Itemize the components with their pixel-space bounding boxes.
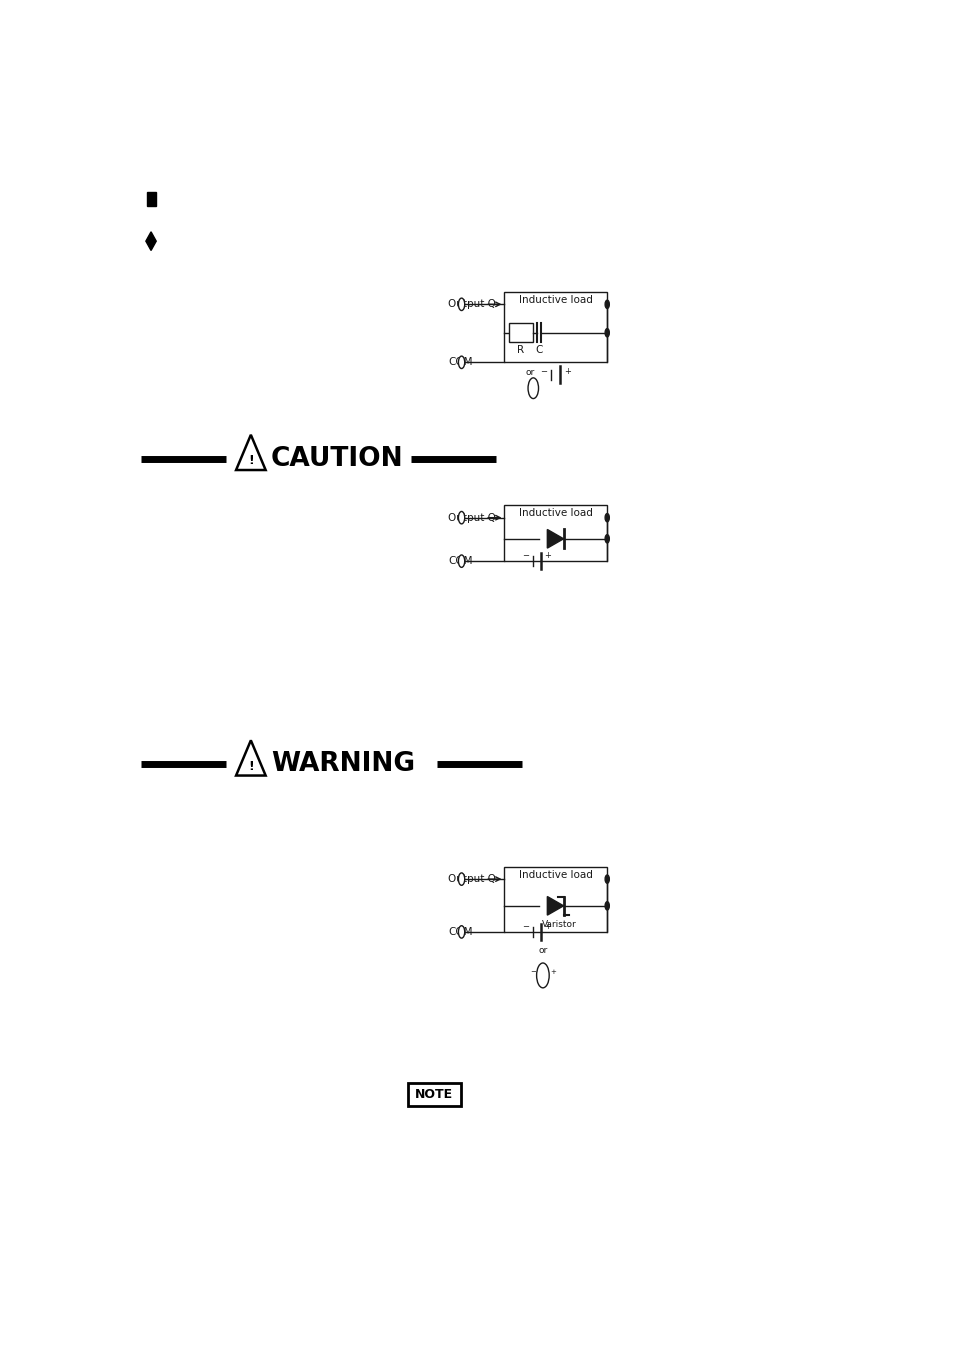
Text: !: ! [248, 455, 253, 467]
Text: COM: COM [448, 927, 473, 937]
Text: CAUTION: CAUTION [271, 445, 403, 472]
Ellipse shape [604, 535, 609, 543]
Ellipse shape [458, 555, 464, 568]
Ellipse shape [458, 873, 464, 885]
Text: +: + [543, 551, 550, 561]
Ellipse shape [536, 963, 549, 987]
Text: or: or [537, 946, 547, 955]
Bar [508, 323, 532, 342]
Ellipse shape [604, 328, 609, 336]
Text: Inductive load: Inductive load [518, 870, 592, 880]
Text: +: + [543, 923, 550, 931]
Text: Output Q: Output Q [448, 512, 496, 523]
Ellipse shape [458, 925, 464, 939]
Text: or: or [525, 369, 535, 377]
Text: Output Q: Output Q [448, 300, 496, 309]
Ellipse shape [604, 514, 609, 522]
Ellipse shape [458, 511, 464, 525]
Polygon shape [235, 434, 265, 469]
Ellipse shape [458, 356, 464, 369]
Text: +: + [563, 367, 570, 377]
Bar [503, 292, 607, 362]
Text: WARNING: WARNING [271, 751, 415, 777]
Text: Varistor: Varistor [541, 920, 576, 929]
Text: −: − [539, 367, 547, 377]
Text: COM: COM [448, 358, 473, 367]
Polygon shape [235, 740, 265, 776]
Bar [407, 1083, 460, 1106]
Ellipse shape [458, 299, 464, 311]
Bar [503, 866, 607, 932]
Ellipse shape [604, 901, 609, 911]
Polygon shape [547, 897, 563, 915]
Text: ~: ~ [538, 971, 546, 981]
Text: !: ! [248, 760, 253, 773]
Text: Inductive load: Inductive load [518, 508, 592, 518]
Text: ~: ~ [529, 383, 537, 393]
Text: +: + [549, 970, 556, 975]
Text: COM: COM [448, 557, 473, 566]
Text: C: C [535, 346, 542, 355]
Ellipse shape [528, 378, 537, 398]
Text: −: − [521, 923, 528, 931]
Text: −: − [530, 970, 536, 975]
Polygon shape [547, 530, 563, 549]
Text: −: − [521, 551, 528, 561]
Ellipse shape [604, 300, 609, 308]
Text: Inductive load: Inductive load [518, 295, 592, 305]
Text: NOTE: NOTE [415, 1088, 453, 1102]
Bar [503, 506, 607, 561]
Ellipse shape [604, 876, 609, 884]
Text: R: R [517, 346, 524, 355]
Bar [147, 192, 156, 206]
Text: Output Q: Output Q [448, 874, 496, 884]
Polygon shape [146, 231, 156, 250]
